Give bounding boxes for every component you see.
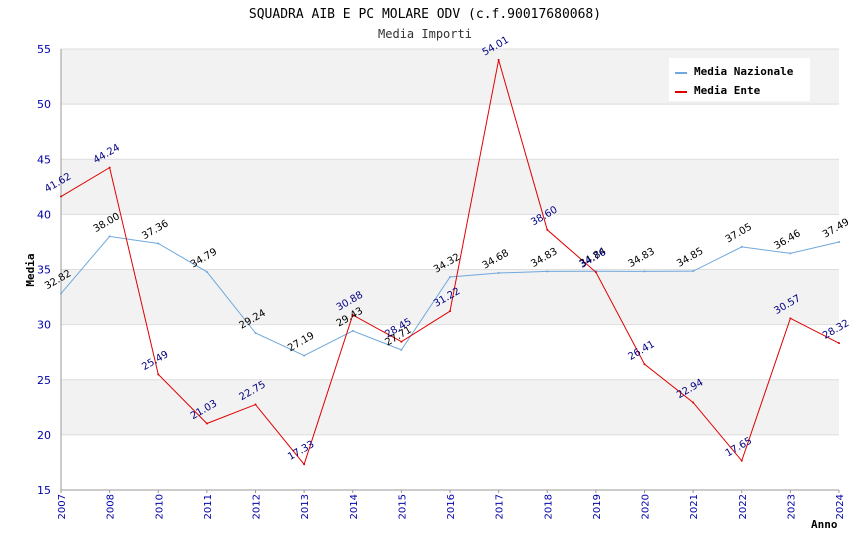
point-nazionale: [692, 270, 695, 273]
point-ente: [789, 317, 792, 320]
point-nazionale: [303, 354, 306, 357]
x-tick-label: 2022: [738, 494, 749, 519]
point-nazionale: [205, 270, 208, 273]
point-ente: [60, 195, 62, 198]
point-ente: [108, 166, 111, 169]
y-tick-label: 55: [37, 43, 51, 56]
x-tick-label: 2017: [495, 494, 506, 519]
point-ente: [594, 271, 597, 274]
point-nazionale: [789, 252, 792, 255]
x-tick-label: 2012: [252, 494, 263, 519]
point-nazionale: [60, 292, 62, 295]
x-tick-label: 2013: [300, 494, 311, 519]
x-tick-label: 2019: [592, 494, 603, 519]
y-tick-label: 30: [37, 319, 51, 332]
point-nazionale: [546, 270, 549, 273]
point-ente: [692, 401, 695, 404]
legend-label-nazionale: Media Nazionale: [694, 65, 794, 78]
x-tick-label: 2016: [446, 494, 457, 519]
point-ente: [838, 342, 840, 345]
y-axis-label: Media: [24, 253, 37, 286]
point-ente: [157, 373, 160, 376]
grid-band: [61, 269, 839, 325]
y-ticks: 15 20 25 30 35 40 45 50 55: [37, 43, 51, 497]
point-nazionale: [108, 235, 111, 238]
point-ente: [205, 422, 208, 425]
y-tick-label: 45: [37, 153, 51, 166]
chart-title: SQUADRA AIB E PC MOLARE ODV (c.f.9001768…: [249, 7, 601, 22]
y-tick-label: 50: [37, 98, 51, 111]
x-axis-label: Anno: [811, 518, 838, 531]
point-nazionale: [643, 270, 646, 273]
point-nazionale: [400, 348, 403, 351]
x-tick-label: 2023: [786, 494, 797, 519]
point-nazionale: [838, 241, 840, 244]
legend-label-ente: Media Ente: [694, 84, 761, 97]
y-tick-label: 25: [37, 374, 51, 387]
grid-bands: [61, 49, 839, 490]
grid-band: [61, 104, 839, 160]
y-tick-label: 40: [37, 208, 51, 221]
grid-band: [61, 434, 839, 490]
grid-band: [61, 214, 839, 270]
legend-box: [669, 58, 810, 101]
point-nazionale: [449, 275, 451, 278]
x-ticks: 2007 2008 2010 2011 2012 2013 2014 2015 2016 2017…: [57, 490, 846, 519]
y-tick-label: 20: [37, 429, 51, 442]
grid-band: [61, 379, 839, 435]
point-nazionale: [254, 332, 257, 335]
point-nazionale: [157, 242, 160, 245]
point-ente: [740, 459, 743, 462]
x-tick-label: 2010: [154, 494, 165, 519]
point-ente: [400, 340, 403, 343]
point-ente: [351, 313, 354, 316]
point-nazionale: [351, 329, 354, 332]
y-tick-label: 35: [37, 264, 51, 277]
point-ente: [497, 58, 500, 61]
point-ente: [643, 363, 646, 366]
grid-band: [61, 159, 839, 215]
point-ente: [546, 228, 549, 231]
point-ente: [449, 310, 451, 313]
x-tick-label: 2024: [835, 494, 846, 519]
x-tick-label: 2018: [543, 494, 554, 519]
x-tick-label: 2014: [349, 494, 360, 519]
point-ente: [303, 463, 306, 466]
x-tick-label: 2020: [641, 494, 652, 519]
x-tick-label: 2021: [689, 494, 700, 519]
point-nazionale: [497, 272, 500, 275]
y-tick-label: 15: [37, 484, 51, 497]
series-lines: [60, 58, 840, 466]
chart-subtitle: Media Importi: [378, 27, 472, 41]
x-tick-label: 2011: [203, 494, 214, 519]
x-tick-label: 2008: [106, 494, 117, 519]
legend: Media Nazionale Media Ente: [669, 58, 810, 101]
x-tick-label: 2007: [57, 494, 68, 519]
point-nazionale: [740, 245, 743, 248]
grid-band: [61, 324, 839, 380]
x-tick-label: 2015: [397, 494, 408, 519]
point-ente: [254, 403, 257, 406]
